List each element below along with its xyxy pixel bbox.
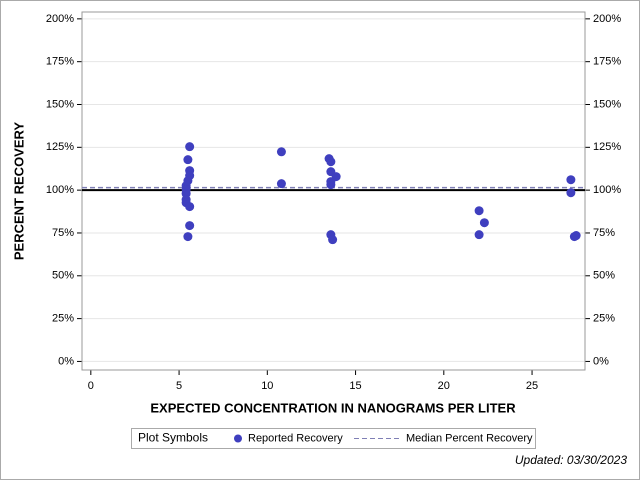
x-axis-title: EXPECTED CONCENTRATION IN NANOGRAMS PER …: [150, 400, 516, 415]
data-point: [276, 147, 286, 157]
y2-tick-label: 150%: [593, 98, 621, 110]
x-tick-label: 0: [88, 380, 94, 392]
data-point: [183, 232, 193, 242]
y-tick-label: 0%: [58, 355, 74, 367]
y2-tick-label: 100%: [593, 184, 621, 196]
y-tick-label: 25%: [52, 313, 74, 325]
x-tick-label: 10: [261, 380, 273, 392]
y-tick-label: 100%: [46, 184, 74, 196]
y2-tick-label: 50%: [593, 270, 615, 282]
y-tick-label: 175%: [46, 56, 74, 68]
data-point: [326, 180, 336, 190]
data-point: [479, 218, 489, 228]
legend-marker: [234, 434, 242, 443]
y2-tick-label: 175%: [593, 56, 621, 68]
data-point: [569, 232, 579, 242]
data-point: [185, 142, 195, 152]
legend-title: Plot Symbols: [138, 431, 208, 445]
y2-tick-label: 75%: [593, 227, 615, 239]
legend-box: [131, 428, 536, 449]
y-axis-title: PERCENT RECOVERY: [11, 122, 26, 261]
x-tick-label: 15: [349, 380, 361, 392]
y-tick-label: 50%: [52, 270, 74, 282]
y-tick-label: 75%: [52, 227, 74, 239]
y2-tick-label: 25%: [593, 313, 615, 325]
data-point: [326, 157, 336, 167]
legend-label: Reported Recovery: [248, 432, 343, 444]
data-point: [474, 206, 484, 216]
footer: Updated: 03/30/2023: [515, 453, 627, 467]
x-tick-label: 20: [438, 380, 450, 392]
x-tick-label: 5: [176, 380, 182, 392]
y2-tick-label: 125%: [593, 141, 621, 153]
y-tick-label: 200%: [46, 13, 74, 25]
data-point: [328, 235, 338, 245]
y-tick-label: 125%: [46, 141, 74, 153]
data-point: [566, 175, 576, 185]
y2-tick-label: 200%: [593, 13, 621, 25]
y2-tick-label: 0%: [593, 355, 609, 367]
data-point: [185, 221, 195, 231]
x-tick-label: 25: [526, 380, 538, 392]
data-point: [185, 202, 195, 212]
legend-label: Median Percent Recovery: [406, 432, 533, 444]
data-point: [474, 230, 484, 240]
y-tick-label: 150%: [46, 98, 74, 110]
data-point: [183, 155, 193, 165]
data-point: [276, 179, 286, 189]
data-point: [331, 172, 341, 182]
data-point: [566, 188, 576, 198]
